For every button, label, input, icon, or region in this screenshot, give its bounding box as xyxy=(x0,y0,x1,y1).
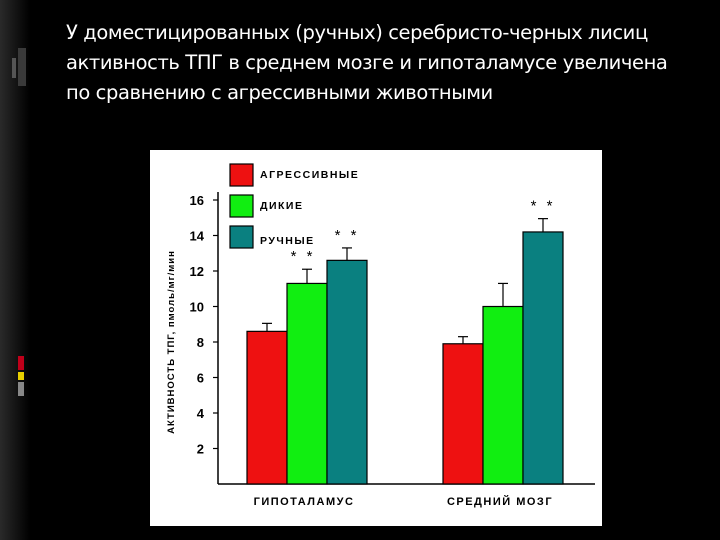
bar-1-2 xyxy=(286,282,328,485)
y-axis-label: АКТИВНОСТЬ ТПГ, пмоль/мг/мин xyxy=(166,250,177,434)
bar-2-2 xyxy=(482,305,524,485)
y-tick-label: 16 xyxy=(190,193,204,208)
y-tick-label: 10 xyxy=(190,300,204,315)
legend-swatch-1 xyxy=(229,163,254,187)
y-tick-label: 8 xyxy=(197,335,204,350)
y-tick-label: 14 xyxy=(190,229,205,244)
y-tick-label: 4 xyxy=(197,406,205,421)
slide-edge-gradient xyxy=(0,0,30,540)
accent-bar-gray xyxy=(18,382,24,396)
bar-1-1 xyxy=(246,330,288,485)
significance-marker: * * xyxy=(335,227,360,244)
legend-swatch-3 xyxy=(229,225,254,249)
x-category-label: ГИПОТАЛАМУС xyxy=(254,496,355,508)
bar-chart: 2 4 6 8 10 12 14 16 АКТИВНОСТЬ ТПГ, пмоль/мг/мин… xyxy=(166,163,595,508)
y-tick-label: 12 xyxy=(190,264,204,279)
legend-label-3: РУЧНЫЕ xyxy=(260,235,315,247)
y-tick-label: 2 xyxy=(197,442,204,457)
legend-label-2: ДИКИЕ xyxy=(260,200,304,212)
legend-label-1: АГРЕССИВНЫЕ xyxy=(260,169,359,181)
chart-panel: 2 4 6 8 10 12 14 16 АКТИВНОСТЬ ТПГ, пмоль/мг/мин… xyxy=(150,150,602,526)
accent-bar-red xyxy=(18,356,24,370)
significance-marker: * * xyxy=(531,198,556,215)
accent-bar-top-thin xyxy=(12,58,16,78)
accent-bar-yellow xyxy=(18,372,24,380)
slide-title: У доместицированных (ручных) серебристо-… xyxy=(66,21,668,104)
bar-2-1 xyxy=(442,343,484,485)
legend-swatch-2 xyxy=(229,194,254,218)
y-tick-label: 6 xyxy=(197,371,204,386)
x-category-label: СРЕДНИЙ МОЗГ xyxy=(447,495,553,508)
bar-1-3 xyxy=(326,259,368,485)
accent-bar-top xyxy=(18,48,26,86)
significance-marker: * * xyxy=(291,248,316,265)
bar-2-3 xyxy=(522,231,564,485)
